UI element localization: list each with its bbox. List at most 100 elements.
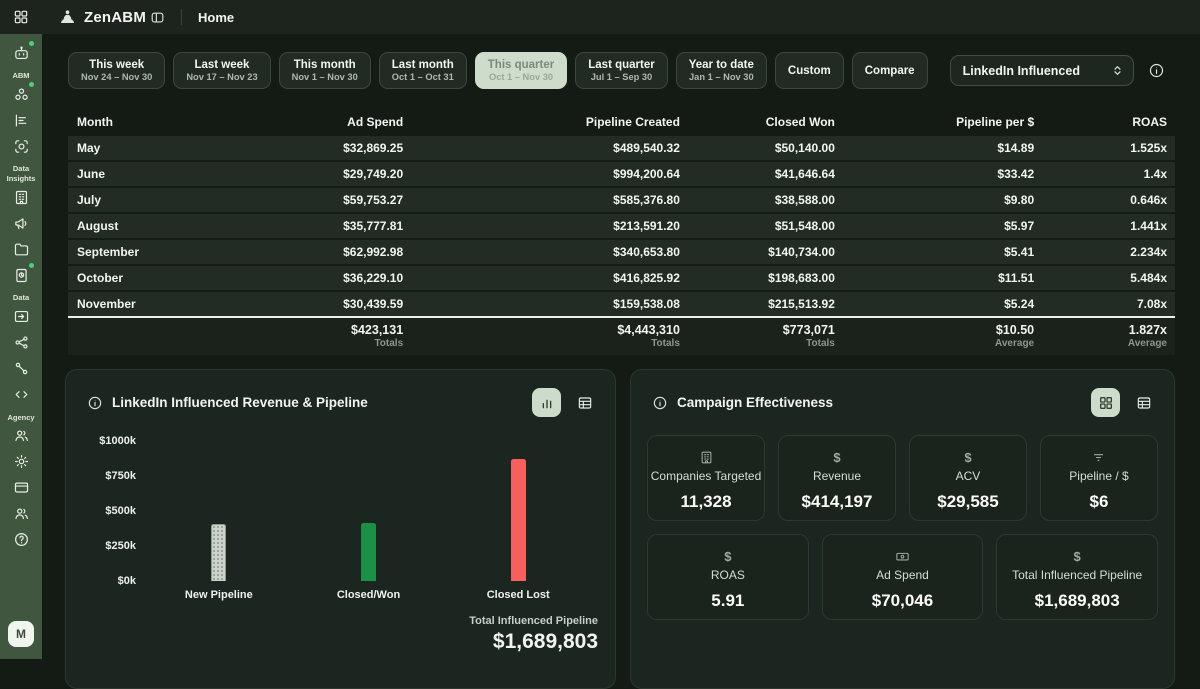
table-cell: 1.4x bbox=[1042, 161, 1175, 187]
sidebar-item-accounts-cluster[interactable] bbox=[8, 81, 34, 107]
sidebar-item-account-targeting[interactable] bbox=[8, 133, 34, 159]
stat-value: $414,197 bbox=[802, 492, 873, 512]
sidebar-item-help[interactable] bbox=[8, 527, 34, 553]
range-compare[interactable]: Compare bbox=[852, 52, 928, 89]
chart-view-button[interactable] bbox=[532, 388, 561, 417]
sidebar-item-device-reports[interactable] bbox=[8, 262, 34, 288]
info-icon[interactable] bbox=[87, 395, 103, 411]
table-cell: $5.41 bbox=[843, 239, 1042, 265]
y-axis-tick: $500k bbox=[105, 505, 136, 517]
card-title: Campaign Effectiveness bbox=[677, 395, 1082, 410]
range-label: Last quarter bbox=[588, 59, 654, 71]
table-cell: 2.234x bbox=[1042, 239, 1175, 265]
info-icon[interactable] bbox=[652, 395, 668, 411]
team-icon bbox=[13, 427, 30, 444]
info-icon[interactable] bbox=[1148, 62, 1165, 79]
sidebar-item-companies[interactable] bbox=[8, 184, 34, 210]
sidebar-item-users[interactable] bbox=[8, 501, 34, 527]
sidebar-item-billing-card[interactable] bbox=[8, 475, 34, 501]
range-label: Year to date bbox=[689, 59, 754, 71]
dashboard-grid-icon[interactable] bbox=[0, 9, 42, 25]
sidebar-item-settings-gear[interactable] bbox=[8, 449, 34, 475]
table-row: November$30,439.59$159,538.08$215,513.92… bbox=[68, 291, 1175, 317]
table-icon bbox=[577, 395, 593, 411]
brand-name: ZenABM bbox=[84, 9, 146, 26]
table-cell: $33.42 bbox=[843, 161, 1042, 187]
sidebar-item-analytics[interactable] bbox=[8, 107, 34, 133]
table-cell: October bbox=[68, 265, 201, 291]
contacts-export-icon bbox=[13, 308, 30, 325]
table-cell: $32,869.25 bbox=[201, 136, 411, 161]
table-cell: $159,538.08 bbox=[411, 291, 688, 317]
sidebar-item-data-flow[interactable] bbox=[8, 330, 34, 356]
app-logo[interactable]: ZenABM bbox=[58, 8, 146, 27]
bar-label: Closed/Won bbox=[337, 589, 400, 601]
nav-home[interactable]: Home bbox=[198, 10, 234, 25]
table-cell: $994,200.64 bbox=[411, 161, 688, 187]
table-cell: $215,513.92 bbox=[688, 291, 843, 317]
range-label: Last month bbox=[392, 59, 454, 71]
campaign-effectiveness-card: Campaign Effectiveness Companies Targete… bbox=[630, 369, 1175, 689]
sidebar-item-campaigns[interactable] bbox=[8, 210, 34, 236]
stat-value: 11,328 bbox=[680, 492, 731, 512]
folders-icon bbox=[13, 241, 30, 258]
avatar[interactable]: M bbox=[8, 621, 34, 647]
table-view-button[interactable] bbox=[1129, 388, 1158, 417]
sidebar-section-label: ABM bbox=[12, 71, 29, 80]
stat-label: Pipeline / $ bbox=[1069, 469, 1128, 483]
range-custom[interactable]: Custom bbox=[775, 52, 844, 89]
stat-value: $29,585 bbox=[937, 492, 998, 512]
sidebar-section-label: Agency bbox=[7, 413, 34, 422]
col-month: Month bbox=[68, 110, 201, 136]
sidebar-item-folders[interactable] bbox=[8, 236, 34, 262]
range-label: Compare bbox=[865, 65, 915, 77]
assistant-bot-icon bbox=[13, 45, 30, 62]
table-row: October$36,229.10$416,825.92$198,683.00$… bbox=[68, 265, 1175, 291]
range-label: Last week bbox=[194, 59, 249, 71]
table-view-button[interactable] bbox=[570, 388, 599, 417]
grid-cells-icon bbox=[1098, 395, 1114, 411]
table-cell: $62,992.98 bbox=[201, 239, 411, 265]
bar-closed-lost[interactable] bbox=[511, 459, 526, 581]
status-dot bbox=[29, 263, 34, 268]
panel-toggle-icon[interactable] bbox=[150, 10, 165, 25]
banknote-icon bbox=[895, 548, 910, 564]
stat-card-pipeline-: Pipeline / $$6 bbox=[1040, 435, 1158, 521]
sidebar-item-connections[interactable] bbox=[8, 356, 34, 382]
funnel-icon bbox=[1091, 449, 1106, 465]
table-cell: $198,683.00 bbox=[688, 265, 843, 291]
grid-view-button[interactable] bbox=[1091, 388, 1120, 417]
bar-new-pipeline[interactable] bbox=[211, 524, 226, 581]
dollar-icon: $ bbox=[1074, 548, 1081, 564]
bar-closed-won[interactable] bbox=[361, 523, 376, 581]
companies-icon bbox=[13, 189, 30, 206]
sidebar-item-code-api[interactable] bbox=[8, 382, 34, 408]
stat-label: Revenue bbox=[813, 469, 861, 483]
sidebar-item-team[interactable] bbox=[8, 423, 34, 449]
table-cell: $11.51 bbox=[843, 265, 1042, 291]
table-header-row: Month Ad Spend Pipeline Created Closed W… bbox=[68, 110, 1175, 136]
table-cell: $38,588.00 bbox=[688, 187, 843, 213]
table-cell: $35,777.81 bbox=[201, 213, 411, 239]
view-select[interactable]: LinkedIn Influenced bbox=[950, 55, 1134, 86]
sidebar-item-assistant-bot[interactable] bbox=[8, 40, 34, 66]
campaigns-icon bbox=[13, 215, 30, 232]
table-cell: $489,540.32 bbox=[411, 136, 688, 161]
table-cell: $29,749.20 bbox=[201, 161, 411, 187]
sidebar-item-contacts-export[interactable] bbox=[8, 304, 34, 330]
topbar: ZenABM Home bbox=[0, 0, 1200, 34]
